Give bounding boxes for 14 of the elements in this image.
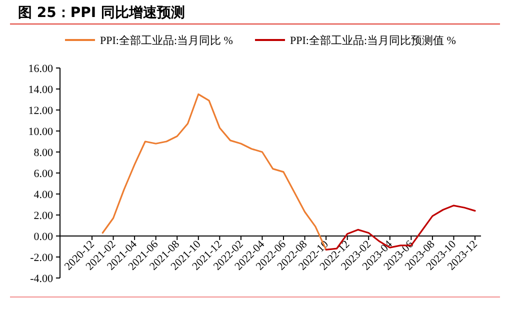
y-tick-label: -2.00 [30, 252, 54, 264]
y-tick-label: 10.00 [28, 126, 54, 138]
y-tick-label: 4.00 [34, 188, 54, 201]
y-tick-label: -4.00 [30, 272, 54, 285]
y-tick-label: 14.00 [28, 84, 54, 96]
legend-label: PPI:全部工业品:当月同比 % [100, 34, 233, 47]
y-tick-label: 12.00 [28, 104, 54, 117]
y-tick-label: 2.00 [34, 210, 54, 222]
y-tick-label: 8.00 [34, 146, 54, 159]
chart-title: 图 25：PPI 同比增速预测 [18, 5, 185, 21]
y-tick-label: 0.00 [34, 230, 54, 243]
legend-label: PPI:全部工业品:当月同比预测值 % [290, 34, 456, 47]
y-tick-label: 6.00 [34, 168, 54, 180]
y-tick-label: 16.00 [28, 62, 54, 75]
